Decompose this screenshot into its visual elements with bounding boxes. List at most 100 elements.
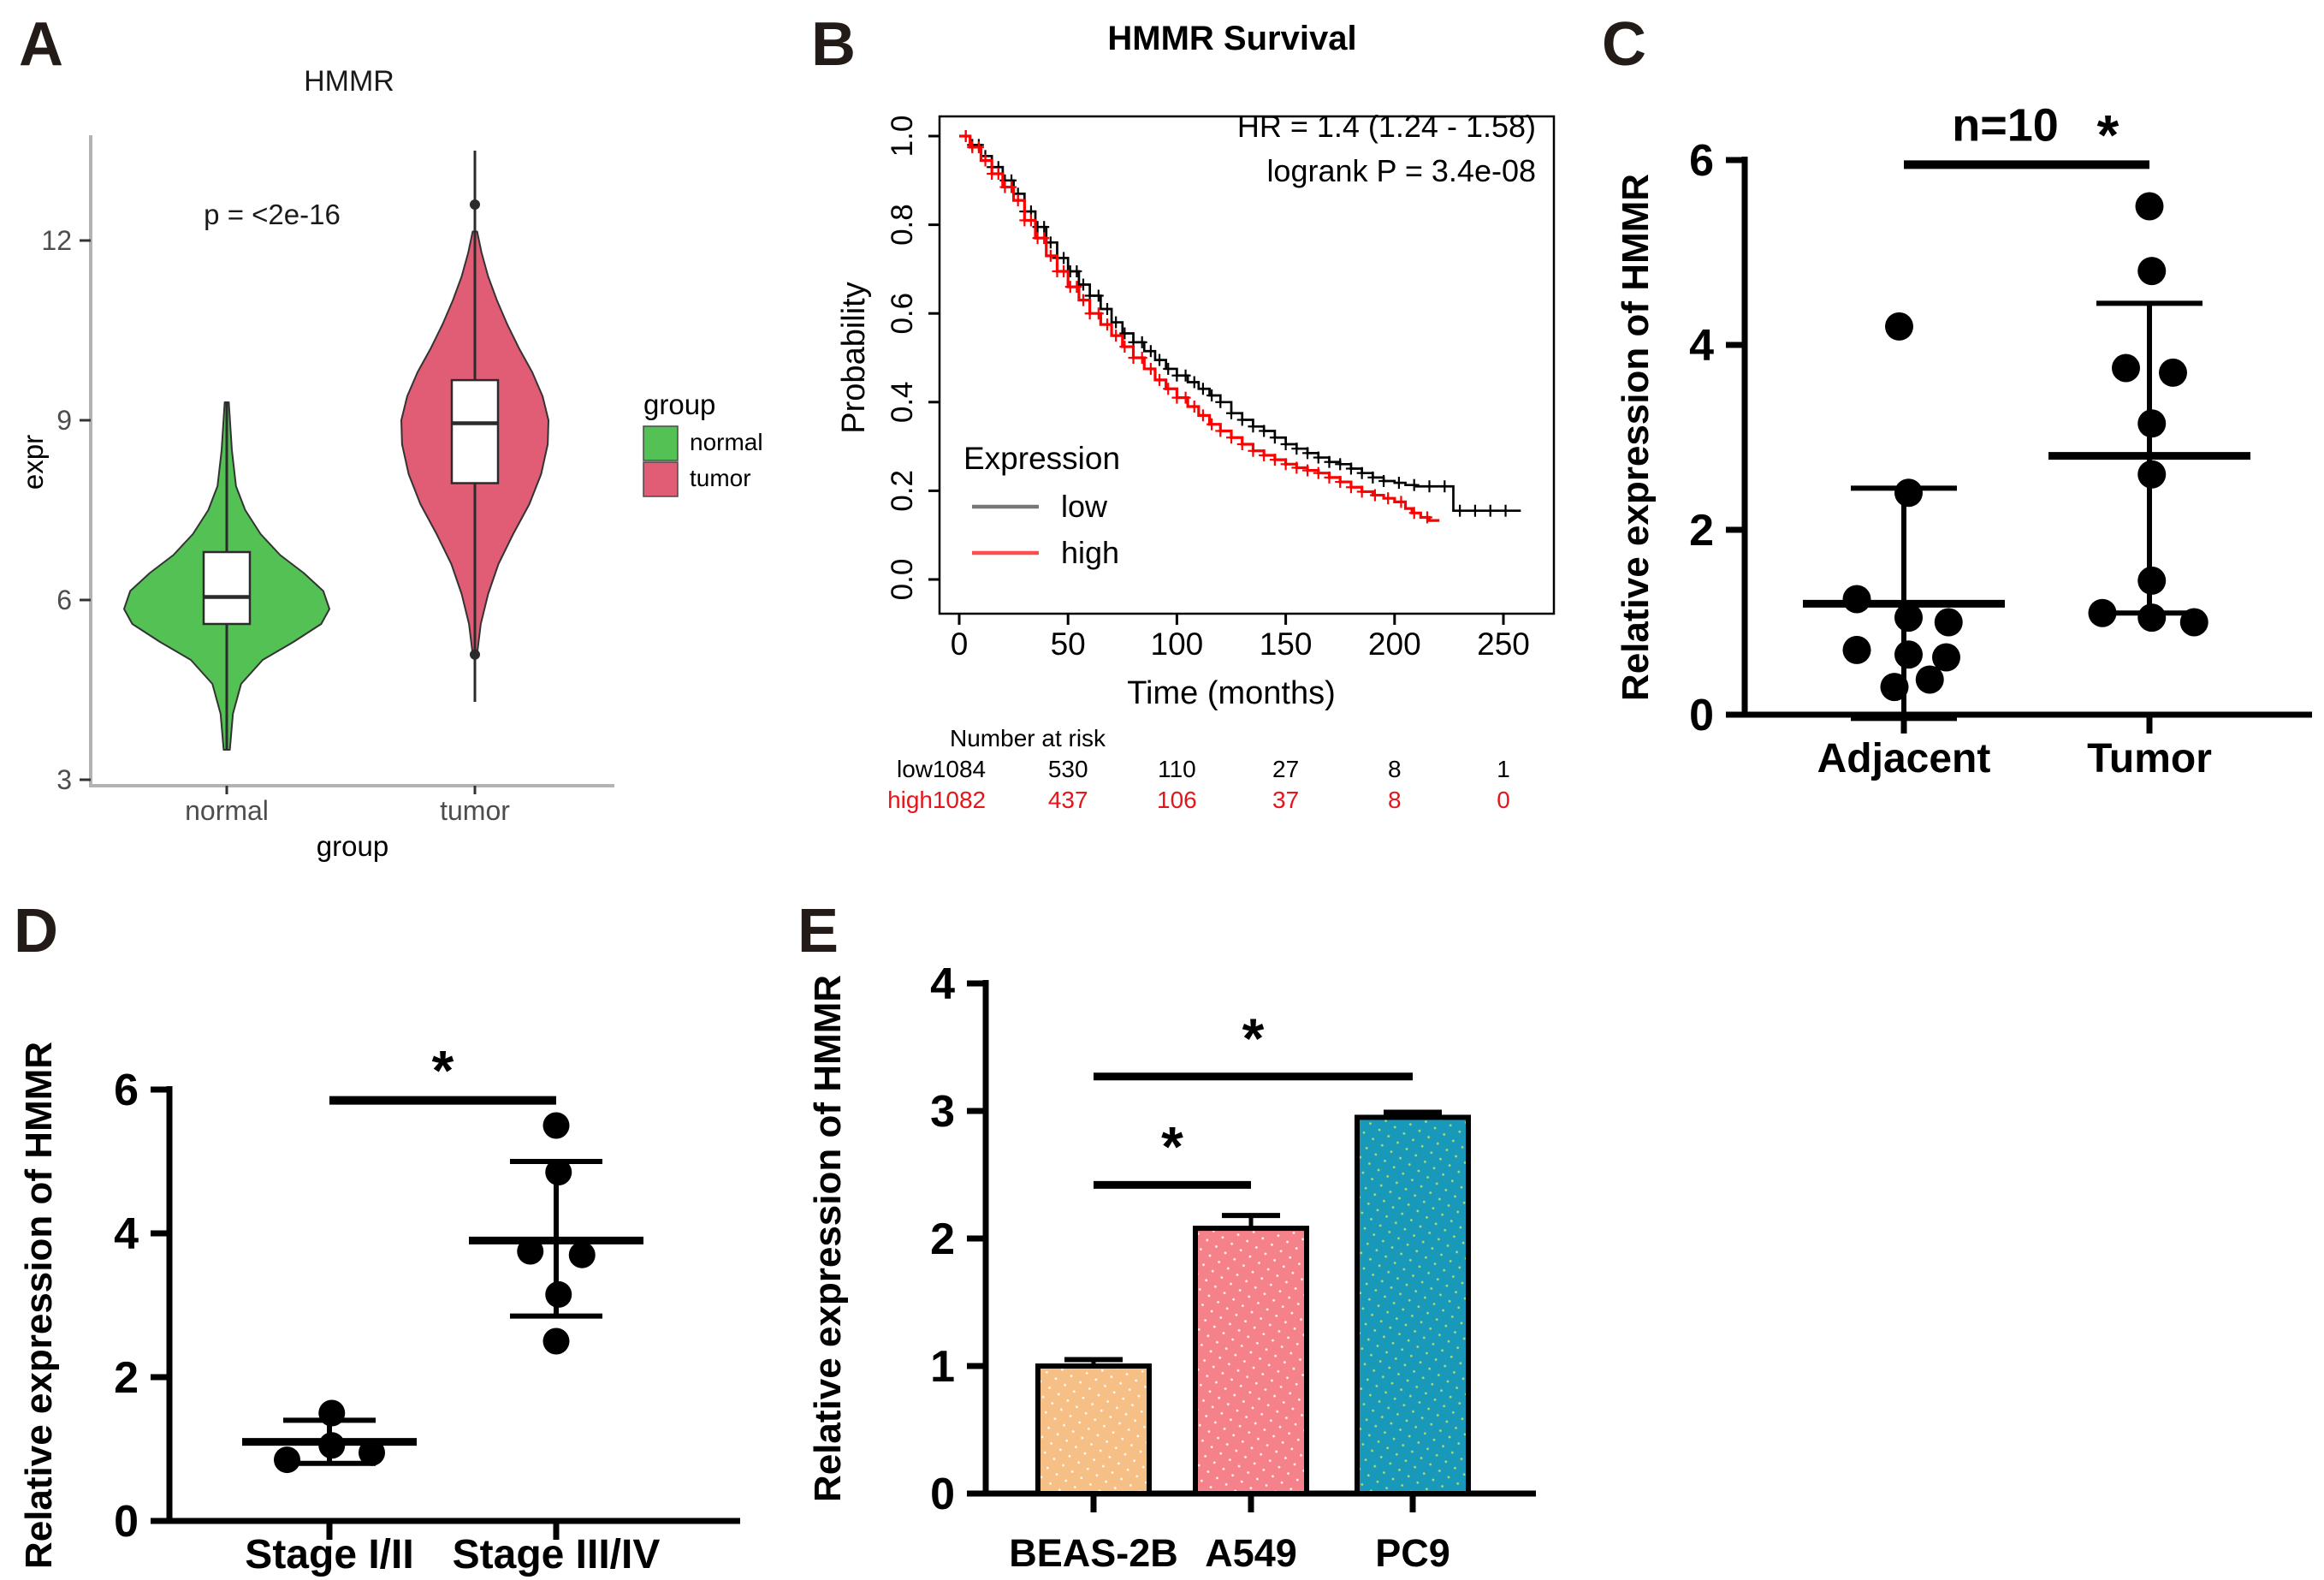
censor-marks-low xyxy=(960,130,1511,517)
panel-label-e: E xyxy=(797,897,839,965)
data-point xyxy=(318,1432,346,1459)
x-tick-label-stage-i-ii: Stage I/II xyxy=(245,1532,413,1577)
dotplot-panel-d: 0 2 4 6 Relative expression of HMMR Stage I/I… xyxy=(18,1039,740,1577)
x-tick-label-adjacent: Adjacent xyxy=(1817,736,1991,781)
data-point xyxy=(318,1399,346,1427)
data-point xyxy=(274,1446,300,1474)
bar-pc9 xyxy=(1355,1114,1471,1496)
violin-plot-panel: 3 6 9 12 normal tumor HMMR p = <2e-16 group expr g… xyxy=(17,65,763,862)
significance-star: * xyxy=(432,1039,454,1102)
data-point xyxy=(2112,353,2140,383)
panel-label-d: D xyxy=(14,897,58,965)
y-tick-label: 0.6 xyxy=(886,293,919,335)
data-point xyxy=(1880,673,1909,702)
legend-swatch-tumor xyxy=(643,461,679,497)
y-tick-label: 6 xyxy=(1689,136,1714,186)
y-tick-label: 1 xyxy=(930,1342,955,1392)
survival-plot-panel: 0.0 0.2 0.4 0.6 0.8 1.0 0 50 100 150 200 250 HMMR Su… xyxy=(836,20,1556,813)
y-axis-title: Relative expression of HMMR xyxy=(1615,174,1657,701)
x-tick-label: 250 xyxy=(1477,627,1530,662)
x-tick-label-a549: A549 xyxy=(1205,1531,1297,1575)
y-tick-label: 2 xyxy=(114,1353,139,1403)
y-tick-label: 0 xyxy=(114,1497,139,1547)
y-tick-label: 0 xyxy=(1689,691,1714,740)
x-tick-label-pc9: PC9 xyxy=(1375,1531,1450,1575)
x-tick-label: 200 xyxy=(1368,627,1421,662)
y-tick-label: 0.2 xyxy=(886,470,919,512)
risk-table-header: Number at risk xyxy=(950,725,1106,751)
y-tick-label: 1.0 xyxy=(886,116,919,157)
bar-beas-2b xyxy=(1035,1363,1152,1496)
chart-title: HMMR xyxy=(304,65,394,98)
x-tick-label: tumor xyxy=(440,795,510,826)
chart-title: HMMR Survival xyxy=(1107,20,1356,57)
data-point xyxy=(517,1238,544,1265)
data-point xyxy=(359,1439,385,1466)
y-tick-label: 9 xyxy=(56,405,72,436)
significance-star: * xyxy=(1242,1007,1265,1070)
outlier-point xyxy=(470,199,480,210)
y-tick-label: 12 xyxy=(41,225,72,256)
data-point xyxy=(542,1328,570,1355)
risk-value: 8 xyxy=(1388,787,1402,813)
data-point xyxy=(1894,640,1923,669)
p-value-label: p = <2e-16 xyxy=(204,199,341,230)
box-normal xyxy=(202,550,252,626)
risk-value: 27 xyxy=(1272,756,1299,782)
x-tick-label: 50 xyxy=(1051,627,1086,662)
box-tumor xyxy=(450,378,500,484)
data-point xyxy=(2179,608,2208,637)
risk-row-label-low: low xyxy=(897,756,934,782)
legend-label-low: low xyxy=(1061,489,1108,524)
risk-value: 106 xyxy=(1157,787,1197,813)
data-point xyxy=(545,1159,572,1186)
y-tick-label: 0.8 xyxy=(886,204,919,246)
y-tick-label: 2 xyxy=(1689,506,1714,555)
y-tick-label: 6 xyxy=(114,1066,139,1115)
legend-swatch-normal xyxy=(643,425,679,461)
risk-value: 1084 xyxy=(933,756,986,782)
risk-value: 110 xyxy=(1158,756,1196,782)
plot-frame xyxy=(938,115,1556,615)
risk-value: 437 xyxy=(1048,787,1088,813)
y-tick-label: 6 xyxy=(56,585,72,615)
y-tick-label: 4 xyxy=(1689,321,1714,371)
risk-value: 1 xyxy=(1497,756,1510,782)
y-axis-title: Probability xyxy=(836,282,872,433)
risk-row-label-high: high xyxy=(887,787,933,813)
y-tick-label: 0.4 xyxy=(886,381,919,423)
data-point xyxy=(1932,643,1960,672)
data-point xyxy=(1842,585,1871,614)
data-point xyxy=(1894,478,1923,508)
panel-label-c: C xyxy=(1602,10,1646,79)
x-tick-label: 0 xyxy=(951,627,969,662)
data-point xyxy=(1934,608,1963,637)
x-tick-label: 150 xyxy=(1260,627,1313,662)
data-point xyxy=(1894,603,1923,633)
panel-label-b: B xyxy=(811,10,856,79)
y-tick-label: 2 xyxy=(930,1215,955,1264)
data-point xyxy=(542,1112,570,1139)
y-axis-title: Relative expression of HMMR xyxy=(18,1042,60,1569)
legend-title: Expression xyxy=(963,441,1120,476)
y-axis-title: expr xyxy=(17,435,49,490)
data-point xyxy=(2137,566,2167,595)
x-tick-label-beas-2b: BEAS-2B xyxy=(1009,1531,1178,1575)
x-tick-label: 100 xyxy=(1151,627,1204,662)
data-point xyxy=(2159,358,2187,387)
y-tick-label: 3 xyxy=(56,764,72,795)
logrank-annotation: logrank P = 3.4e-08 xyxy=(1266,153,1536,188)
barchart-panel-e: 0 1 2 3 4 Relative expression of HMMR BEAS-2B A… xyxy=(807,959,1536,1575)
y-tick-label: 0 xyxy=(930,1470,955,1519)
panel-label-a: A xyxy=(19,10,63,79)
significance-star: * xyxy=(1161,1114,1183,1178)
data-point xyxy=(2137,409,2167,438)
data-point xyxy=(2137,460,2167,489)
data-point xyxy=(1842,635,1871,664)
data-point xyxy=(2137,257,2167,286)
n-label: n=10 xyxy=(1952,99,2059,151)
risk-value: 1082 xyxy=(933,787,986,813)
risk-value: 8 xyxy=(1388,756,1402,782)
bar-a549 xyxy=(1193,1226,1309,1496)
